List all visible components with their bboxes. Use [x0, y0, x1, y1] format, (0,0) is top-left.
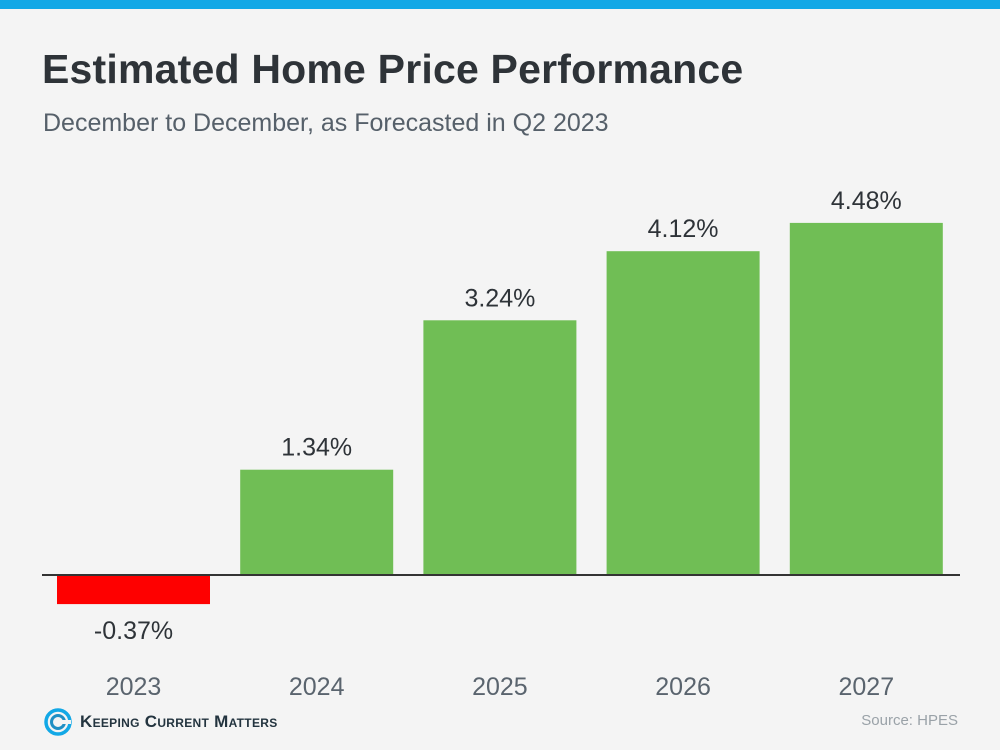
value-label-2023: -0.37%: [94, 617, 173, 645]
bar-2027: [789, 222, 943, 575]
bar-2024: [240, 469, 394, 575]
value-label-2024: 1.34%: [281, 434, 352, 462]
bar-2023: [57, 575, 210, 605]
brand-name: Keeping Current Matters: [80, 712, 278, 731]
category-label-2026: 2026: [655, 673, 711, 701]
value-label-2027: 4.48%: [831, 187, 902, 215]
value-label-2026: 4.12%: [648, 215, 719, 243]
value-label-2025: 3.24%: [464, 284, 535, 312]
top-accent-bar: [0, 0, 1000, 9]
kcm-logo-icon: [44, 708, 72, 736]
chart-subtitle: December to December, as Forecasted in Q…: [43, 109, 609, 137]
category-label-2023: 2023: [106, 673, 162, 701]
category-label-2027: 2027: [838, 673, 894, 701]
category-label-2024: 2024: [289, 673, 345, 701]
bar-2025: [423, 320, 577, 575]
bar-2026: [606, 251, 760, 575]
chart-title: Estimated Home Price Performance: [42, 46, 744, 92]
source-note: Source: HPES: [861, 712, 958, 729]
brand-logo: Keeping Current Matters: [44, 707, 278, 737]
category-label-2025: 2025: [472, 673, 528, 701]
